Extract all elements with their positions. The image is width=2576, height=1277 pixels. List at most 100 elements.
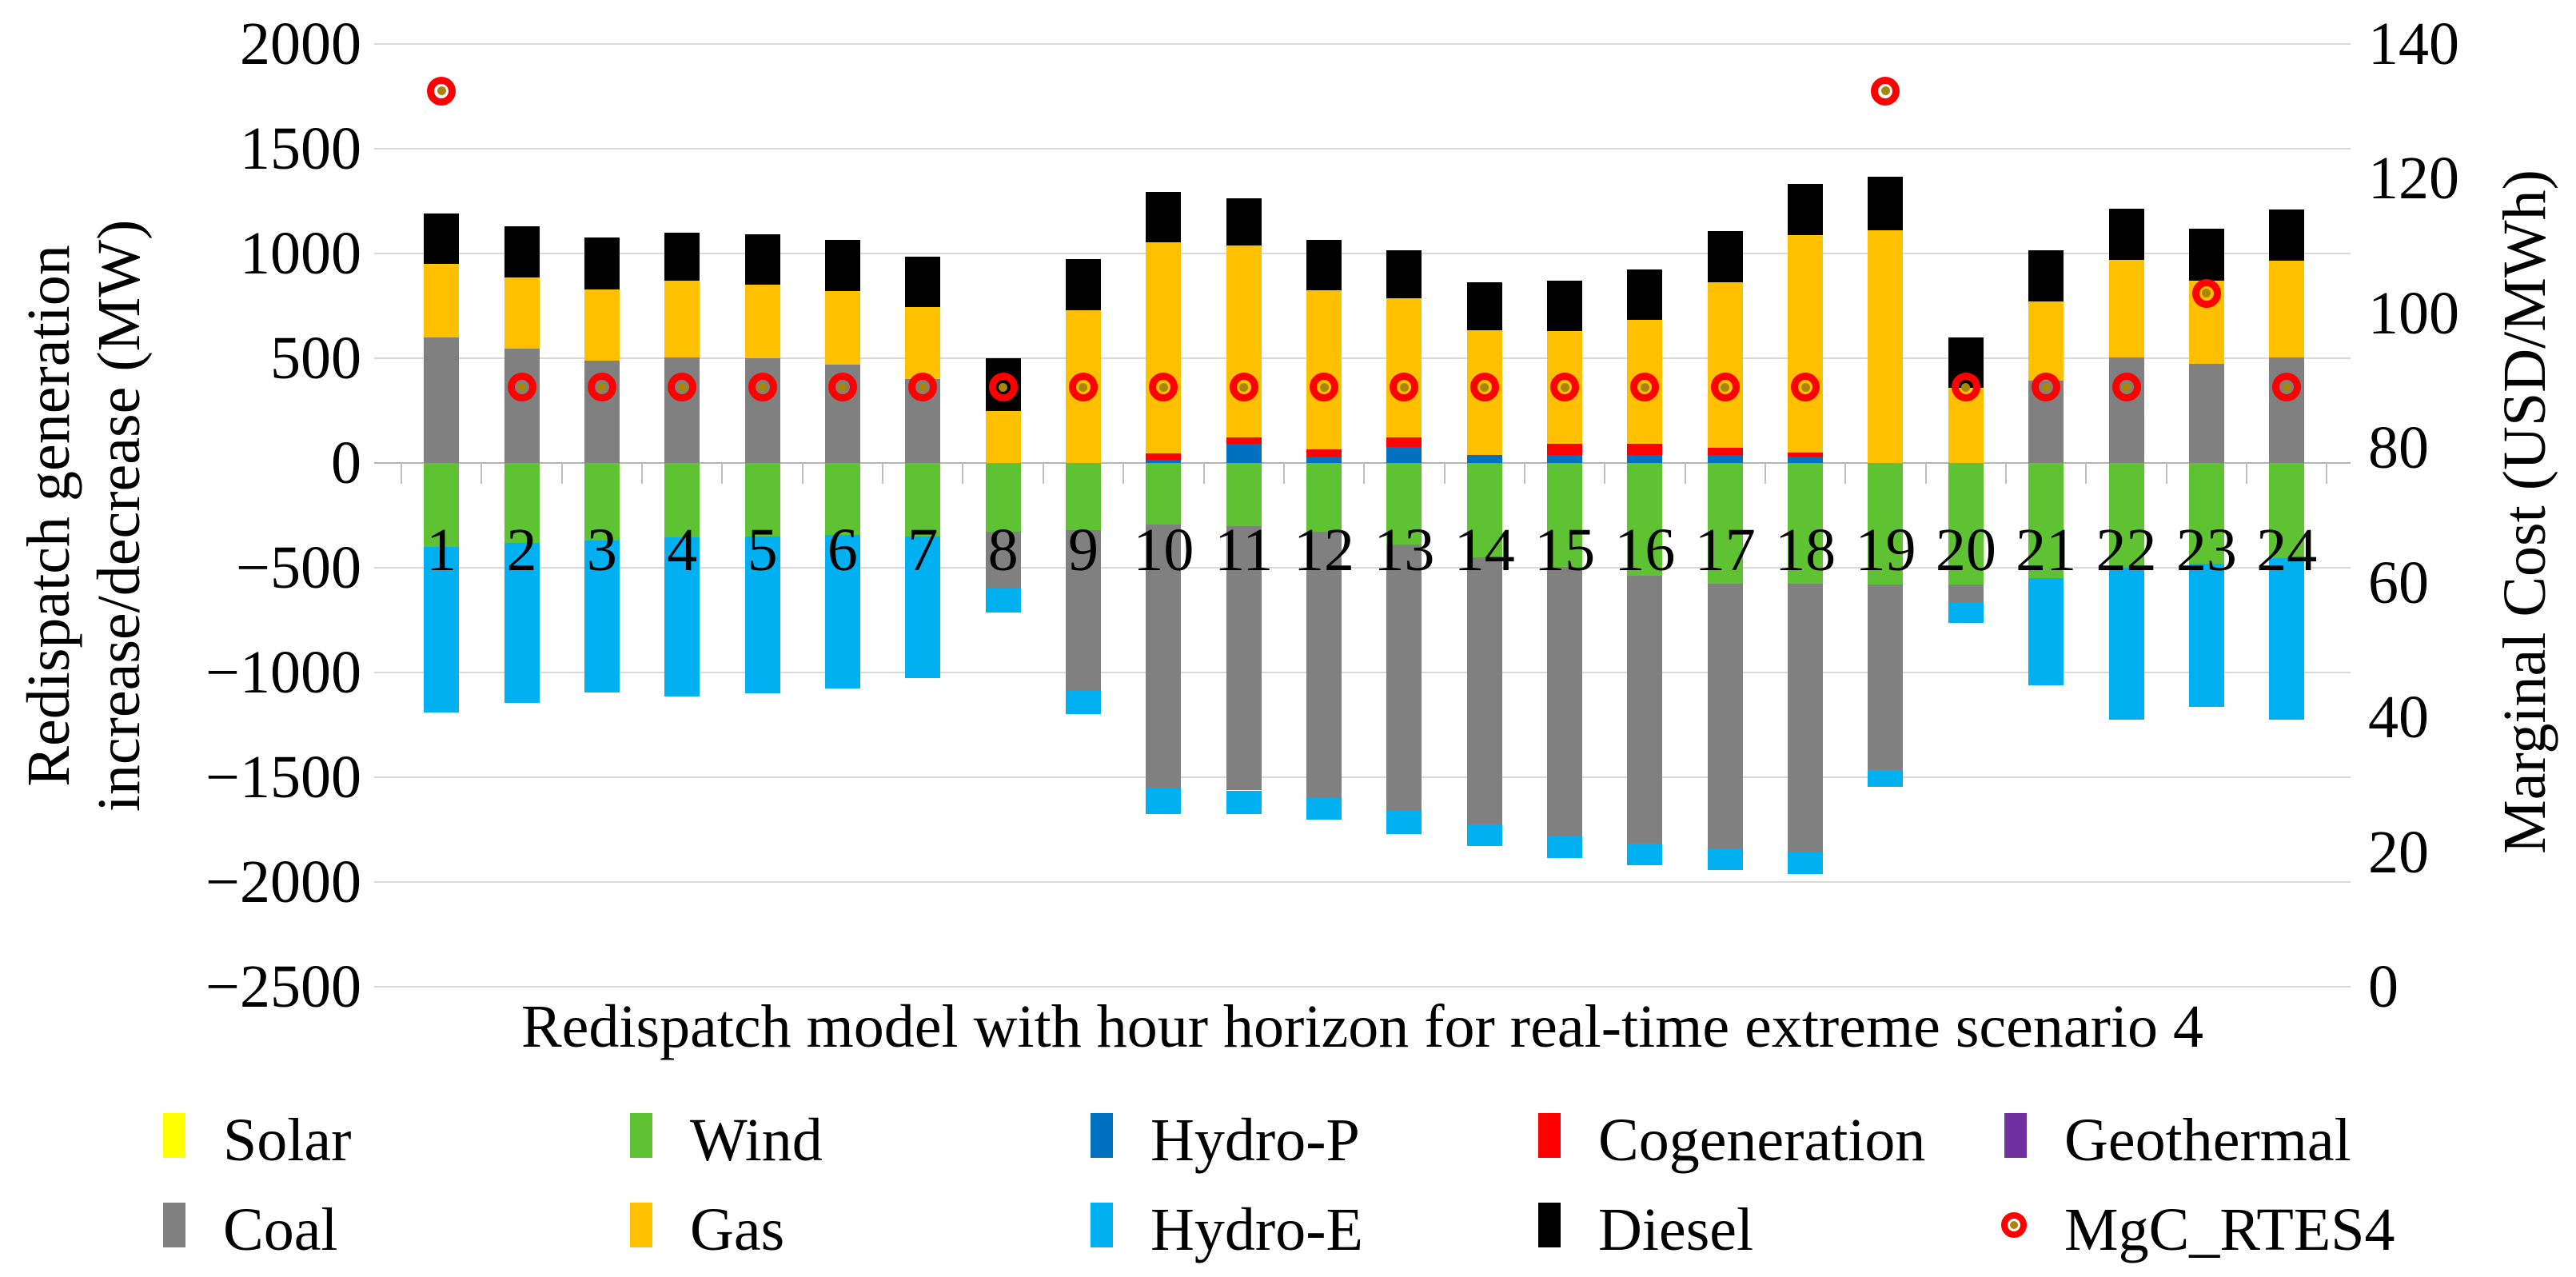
legend-marker-center-dot	[2010, 1221, 2018, 1229]
category-label: 3	[586, 517, 617, 584]
category-label: 24	[2256, 517, 2318, 584]
mgc-marker-center-dot	[918, 382, 927, 392]
legend-label-gas: Gas	[690, 1196, 785, 1263]
bar-segment-hydro-p	[1466, 455, 1502, 463]
gridline	[374, 357, 2351, 359]
category-tick-mark	[1844, 463, 1847, 484]
bar-segment-coal	[1788, 584, 1824, 852]
category-label: 8	[987, 517, 1019, 584]
bar-segment-gas	[824, 291, 860, 365]
category-tick-mark	[2326, 463, 2328, 484]
bar-segment-cogeneration	[1547, 444, 1583, 456]
bar-segment-hydro-e	[744, 536, 780, 694]
bar-segment-wind	[2269, 463, 2305, 559]
category-tick-mark	[962, 463, 964, 484]
category-tick-mark	[1202, 463, 1205, 484]
mgc-marker-center-dot	[2122, 382, 2131, 392]
legend-swatch-solar	[163, 1113, 185, 1158]
mgc-marker-center-dot	[2282, 382, 2291, 392]
legend-label-solar: Solar	[223, 1107, 352, 1174]
bar-segment-coal	[1547, 566, 1583, 836]
bar-segment-wind	[1466, 463, 1502, 557]
bar-segment-hydro-e	[584, 540, 620, 692]
bar-segment-diesel	[1386, 249, 1422, 298]
bar-segment-gas	[2028, 301, 2064, 381]
bar-segment-diesel	[1306, 239, 1342, 290]
mgc-marker-center-dot	[838, 382, 847, 392]
category-label: 18	[1775, 517, 1836, 584]
bar-segment-coal	[1306, 532, 1342, 798]
mgc-marker-center-dot	[1399, 382, 1409, 392]
category-label: 21	[2016, 517, 2077, 584]
category-tick-mark	[401, 463, 402, 484]
left-axis-tick-label: −1000	[205, 639, 361, 706]
bar-segment-gas	[1386, 297, 1422, 438]
category-label: 20	[1935, 517, 1996, 584]
bar-segment-gas	[584, 289, 620, 361]
category-tick-mark	[1042, 463, 1044, 484]
category-label: 16	[1614, 517, 1676, 584]
category-tick-mark	[481, 463, 483, 484]
category-tick-mark	[1924, 463, 1927, 484]
bar-segment-hydro-e	[1868, 770, 1904, 787]
legend-swatch-diesel	[1538, 1203, 1561, 1247]
bar-segment-gas	[1306, 289, 1342, 449]
category-tick-mark	[1684, 463, 1686, 484]
mgc-marker	[748, 373, 777, 402]
category-tick-mark	[2165, 463, 2167, 484]
bar-segment-wind	[1868, 463, 1904, 585]
left-axis-title: Redispatch generation increase/decrease …	[14, 220, 154, 812]
category-tick-mark	[1282, 463, 1285, 484]
category-label: 19	[1855, 517, 1916, 584]
legend-swatch-hydro-p	[1091, 1113, 1113, 1158]
bar-segment-hydro-e	[1306, 797, 1342, 820]
mgc-marker-center-dot	[1640, 382, 1649, 392]
bar-segment-wind	[424, 463, 460, 547]
bar-segment-hydro-p	[1226, 444, 1262, 463]
bar-segment-gas	[744, 285, 780, 358]
bar-segment-coal	[1065, 529, 1101, 691]
bar-segment-coal	[1146, 525, 1182, 789]
bar-segment-hydro-e	[2108, 568, 2144, 720]
right-axis-tick-label: 80	[2368, 414, 2429, 482]
bar-segment-wind	[824, 463, 860, 536]
right-axis-tick-label: 60	[2368, 549, 2429, 617]
mgc-marker	[1951, 373, 1980, 402]
legend-label-diesel: Diesel	[1598, 1196, 1754, 1263]
category-tick-mark	[2085, 463, 2088, 484]
category-tick-mark	[641, 463, 644, 484]
bar-segment-diesel	[424, 213, 460, 265]
legend-swatch-cogeneration	[1538, 1113, 1561, 1158]
mgc-marker-center-dot	[597, 382, 607, 392]
category-tick-mark	[721, 463, 724, 484]
mgc-marker-center-dot	[437, 86, 446, 96]
x-axis-title: Redispatch model with hour horizon for r…	[520, 993, 2204, 1060]
bar-segment-wind	[1547, 463, 1583, 567]
mgc-marker-center-dot	[999, 382, 1008, 392]
left-axis-tick-label: 2000	[240, 10, 361, 78]
bar-segment-diesel	[744, 234, 780, 285]
category-tick-mark	[560, 463, 563, 484]
right-axis-tick-label: 40	[2368, 684, 2429, 752]
category-tick-mark	[1764, 463, 1766, 484]
mgc-marker-center-dot	[517, 382, 527, 392]
bar-segment-wind	[2108, 463, 2144, 568]
bar-segment-wind	[905, 463, 941, 537]
mgc-marker-center-dot	[1721, 382, 1730, 392]
category-tick-mark	[882, 463, 884, 484]
bar-segment-gas	[985, 410, 1021, 463]
legend-swatch-coal	[163, 1203, 185, 1247]
mgc-marker-center-dot	[1560, 382, 1569, 392]
bar-segment-hydro-e	[424, 546, 460, 712]
category-label: 9	[1067, 517, 1099, 584]
bar-segment-cogeneration	[1788, 452, 1824, 457]
bar-segment-gas	[1788, 235, 1824, 453]
gridline	[374, 148, 2351, 150]
bar-segment-coal	[1948, 584, 1984, 603]
category-label: 17	[1694, 517, 1756, 584]
category-tick-mark	[1443, 463, 1446, 484]
category-label: 12	[1294, 517, 1355, 584]
category-label: 22	[2095, 517, 2157, 584]
legend-label-mgc_rtes4: MgC_RTES4	[2064, 1196, 2395, 1263]
